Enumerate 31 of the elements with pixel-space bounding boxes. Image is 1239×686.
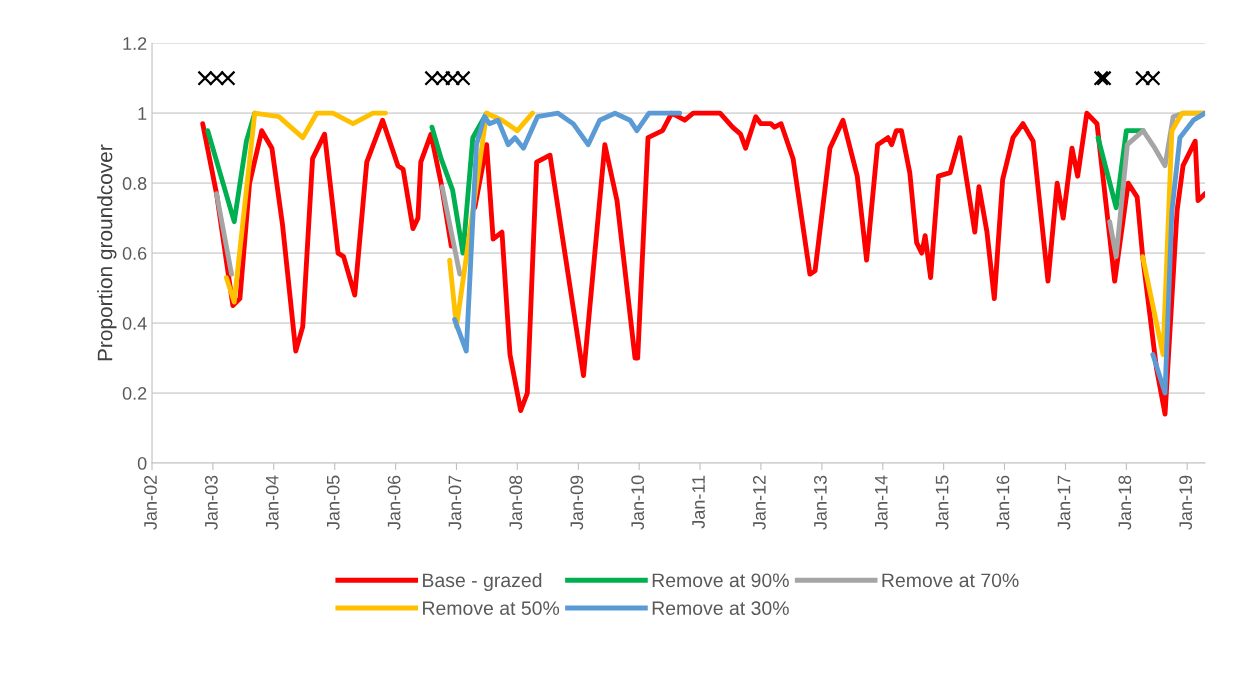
x-tick-label: Jan-04: [265, 475, 279, 530]
y-tick-label: 0.6: [122, 247, 147, 260]
y-axis-title: Proportion groundcover: [97, 144, 117, 361]
x-tick-label: Jan-14: [875, 475, 888, 530]
x-tick-label: Jan-09: [570, 475, 584, 530]
x-tick-label: Jan-07: [448, 475, 462, 530]
legend-label: Remove at 90%: [652, 573, 789, 588]
x-tick-label: Jan-16: [996, 475, 1010, 530]
y-tick-label: 1: [138, 107, 147, 120]
legend-label: Remove at 50%: [423, 601, 560, 616]
y-tick-label: 0.2: [122, 387, 147, 400]
legend-label: Remove at 70%: [882, 573, 1019, 588]
x-tick-label: Jan-10: [631, 475, 645, 530]
x-tick-label: Jan-05: [326, 475, 340, 530]
x-tick-label: Jan-17: [1057, 475, 1071, 530]
y-tick-label: 0.8: [122, 177, 147, 190]
x-tick-label: Jan-06: [387, 475, 401, 530]
x-tick-label: Jan-13: [813, 475, 827, 530]
y-tick-label: 0: [137, 456, 147, 470]
x-tick-label: Jan-15: [935, 475, 949, 530]
legend-label: Base - grazed: [423, 572, 542, 592]
x-tick-label: Jan-18: [1118, 475, 1132, 530]
y-tick-label: 0.4: [122, 317, 147, 330]
x-tick-label: Jan-02: [144, 475, 157, 530]
x-tick-label: Jan-08: [509, 475, 523, 530]
x-tick-label: Jan-11: [692, 475, 705, 529]
legend-label: Remove at 30%: [652, 601, 789, 616]
x-tick-label: Jan-19: [1179, 475, 1193, 530]
x-tick-label: Jan-12: [752, 475, 766, 530]
x-tick-label: Jan-03: [204, 475, 218, 530]
y-tick-label: 1.2: [123, 37, 147, 50]
